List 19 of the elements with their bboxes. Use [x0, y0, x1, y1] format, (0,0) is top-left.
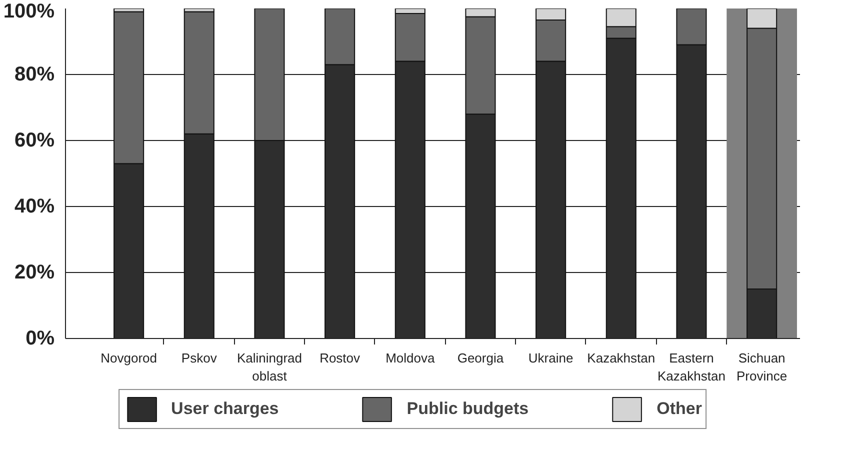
x-tick-label: Ukraine	[528, 350, 574, 366]
x-tick-label: Moldova	[386, 350, 436, 366]
x-tick-label: Kazakhstan	[587, 350, 656, 366]
x-tick-label: Rostov	[320, 350, 361, 366]
y-tick-label: 0%	[26, 328, 55, 350]
x-tick-label: Kaliningrad oblast	[236, 350, 302, 384]
x-tick-label: Sichuan Province	[736, 350, 788, 384]
x-tick-label: Novgorod	[100, 350, 157, 366]
x-tick-label: Georgia	[457, 350, 504, 366]
y-tick-label: 20%	[14, 262, 55, 284]
legend-label: Public budgets	[406, 399, 529, 419]
y-tick-label: 100%	[3, 0, 55, 22]
legend-label: Other	[656, 399, 702, 419]
y-tick-label: 40%	[14, 196, 55, 218]
y-tick-label: 80%	[14, 64, 55, 86]
legend-label: User charges	[171, 399, 279, 419]
y-tick-label: 60%	[14, 130, 55, 152]
x-tick-label: Pskov	[181, 350, 218, 366]
x-tick-label: Eastern Kazakhstan	[658, 350, 726, 384]
